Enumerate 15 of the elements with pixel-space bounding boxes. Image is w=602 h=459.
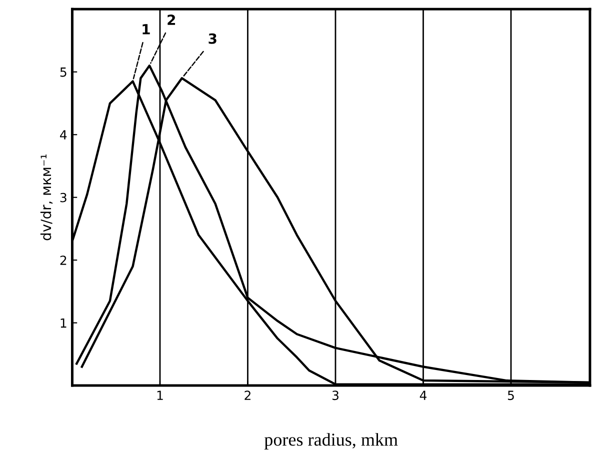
text: 3	[208, 33, 216, 44]
y-tick-label: 5	[60, 68, 66, 77]
x-tick-label: 1	[157, 390, 163, 400]
y-tick-label: 2	[60, 256, 66, 265]
x-tick-label: 2	[244, 390, 250, 400]
y-tick-label: 3	[60, 192, 66, 202]
x-tick-label: 5	[508, 390, 514, 400]
text: 2	[168, 14, 176, 25]
y-tick-label: 1	[60, 318, 66, 328]
x-tick-label: 4	[420, 390, 427, 400]
x-tick-label: 3	[332, 390, 338, 400]
y-axis-title: dv/dr, мкм⁻¹	[40, 154, 53, 240]
y-tick-label: 4	[60, 130, 67, 140]
text: 1	[142, 24, 150, 34]
x-axis-title: pores radius, mkm	[264, 433, 398, 450]
